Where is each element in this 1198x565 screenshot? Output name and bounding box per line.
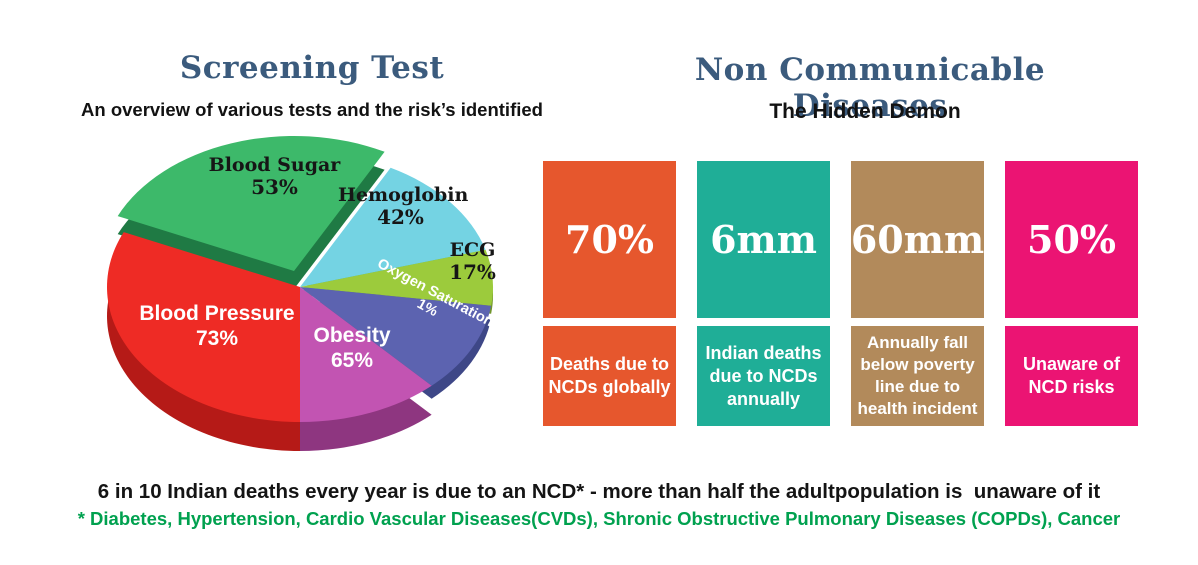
stat-caption: Annually fall below poverty line due to … xyxy=(851,326,984,426)
stat-card-unaware-risks: 50% Unaware of NCD risks xyxy=(1005,161,1138,426)
pie-label-ecg-name: ECG xyxy=(449,239,496,261)
screening-pie-chart xyxy=(100,120,510,465)
pie-label-blood-sugar-value: 53% xyxy=(251,175,298,199)
screening-test-subtitle: An overview of various tests and the ris… xyxy=(81,99,543,120)
stat-card-indian-deaths: 6mm Indian deaths due to NCDs annually xyxy=(697,161,830,426)
pie-label-blood-sugar-name: Blood Sugar xyxy=(208,154,341,176)
pie-label-blood-pressure-name: Blood Pressure xyxy=(139,302,295,325)
pie-slice-ecg xyxy=(300,249,493,306)
pie-label-hemoglobin-value: 42% xyxy=(377,205,424,229)
pie-label-blood-sugar: Blood Sugar 53% xyxy=(192,154,357,198)
pie-label-hemoglobin-name: Hemoglobin xyxy=(338,184,469,206)
pie-label-hemoglobin: Hemoglobin 42% xyxy=(338,184,469,229)
pie-label-blood-pressure: Blood Pressure 73% xyxy=(138,301,296,351)
pie-slice-obesity xyxy=(300,287,432,422)
pie-label-obesity: Obesity 65% xyxy=(298,323,406,373)
pie-label-ecg-value: 17% xyxy=(449,260,496,284)
pie-label-blood-pressure-value: 73% xyxy=(195,327,239,350)
pie-slice-hemoglobin xyxy=(300,167,486,287)
pie-label-ecg: ECG 17% xyxy=(430,239,515,283)
ncd-title: Non Communicable Diseases xyxy=(694,52,1046,124)
stat-value: 70% xyxy=(543,161,676,318)
pie-slice-blood-pressure xyxy=(107,232,300,422)
stat-card-poverty-line: 60mm Annually fall below poverty line du… xyxy=(851,161,984,426)
footer-footnote: * Diabetes, Hypertension, Cardio Vascula… xyxy=(77,508,1121,529)
footer-statement: 6 in 10 Indian deaths every year is due … xyxy=(97,480,1101,503)
pie-slice-blood-sugar xyxy=(117,135,385,271)
stat-caption: Indian deaths due to NCDs annually xyxy=(697,326,830,426)
stat-value: 60mm xyxy=(851,161,984,318)
stat-card-deaths-globally: 70% Deaths due to NCDs globally xyxy=(543,161,676,426)
ncd-stat-cards: 70% Deaths due to NCDs globally 6mm Indi… xyxy=(543,161,1138,426)
pie-svg xyxy=(107,135,493,451)
pie-label-obesity-name: Obesity xyxy=(313,324,391,347)
screening-test-title: Screening Test xyxy=(179,50,445,86)
pie-slice-oxygen-saturation xyxy=(300,287,492,386)
ncd-subtitle: The Hidden Demon xyxy=(769,100,961,123)
stat-caption: Deaths due to NCDs globally xyxy=(543,326,676,426)
stat-value: 50% xyxy=(1005,161,1138,318)
pie-label-obesity-value: 65% xyxy=(330,349,374,372)
stat-value: 6mm xyxy=(697,161,830,318)
stat-caption: Unaware of NCD risks xyxy=(1005,326,1138,426)
